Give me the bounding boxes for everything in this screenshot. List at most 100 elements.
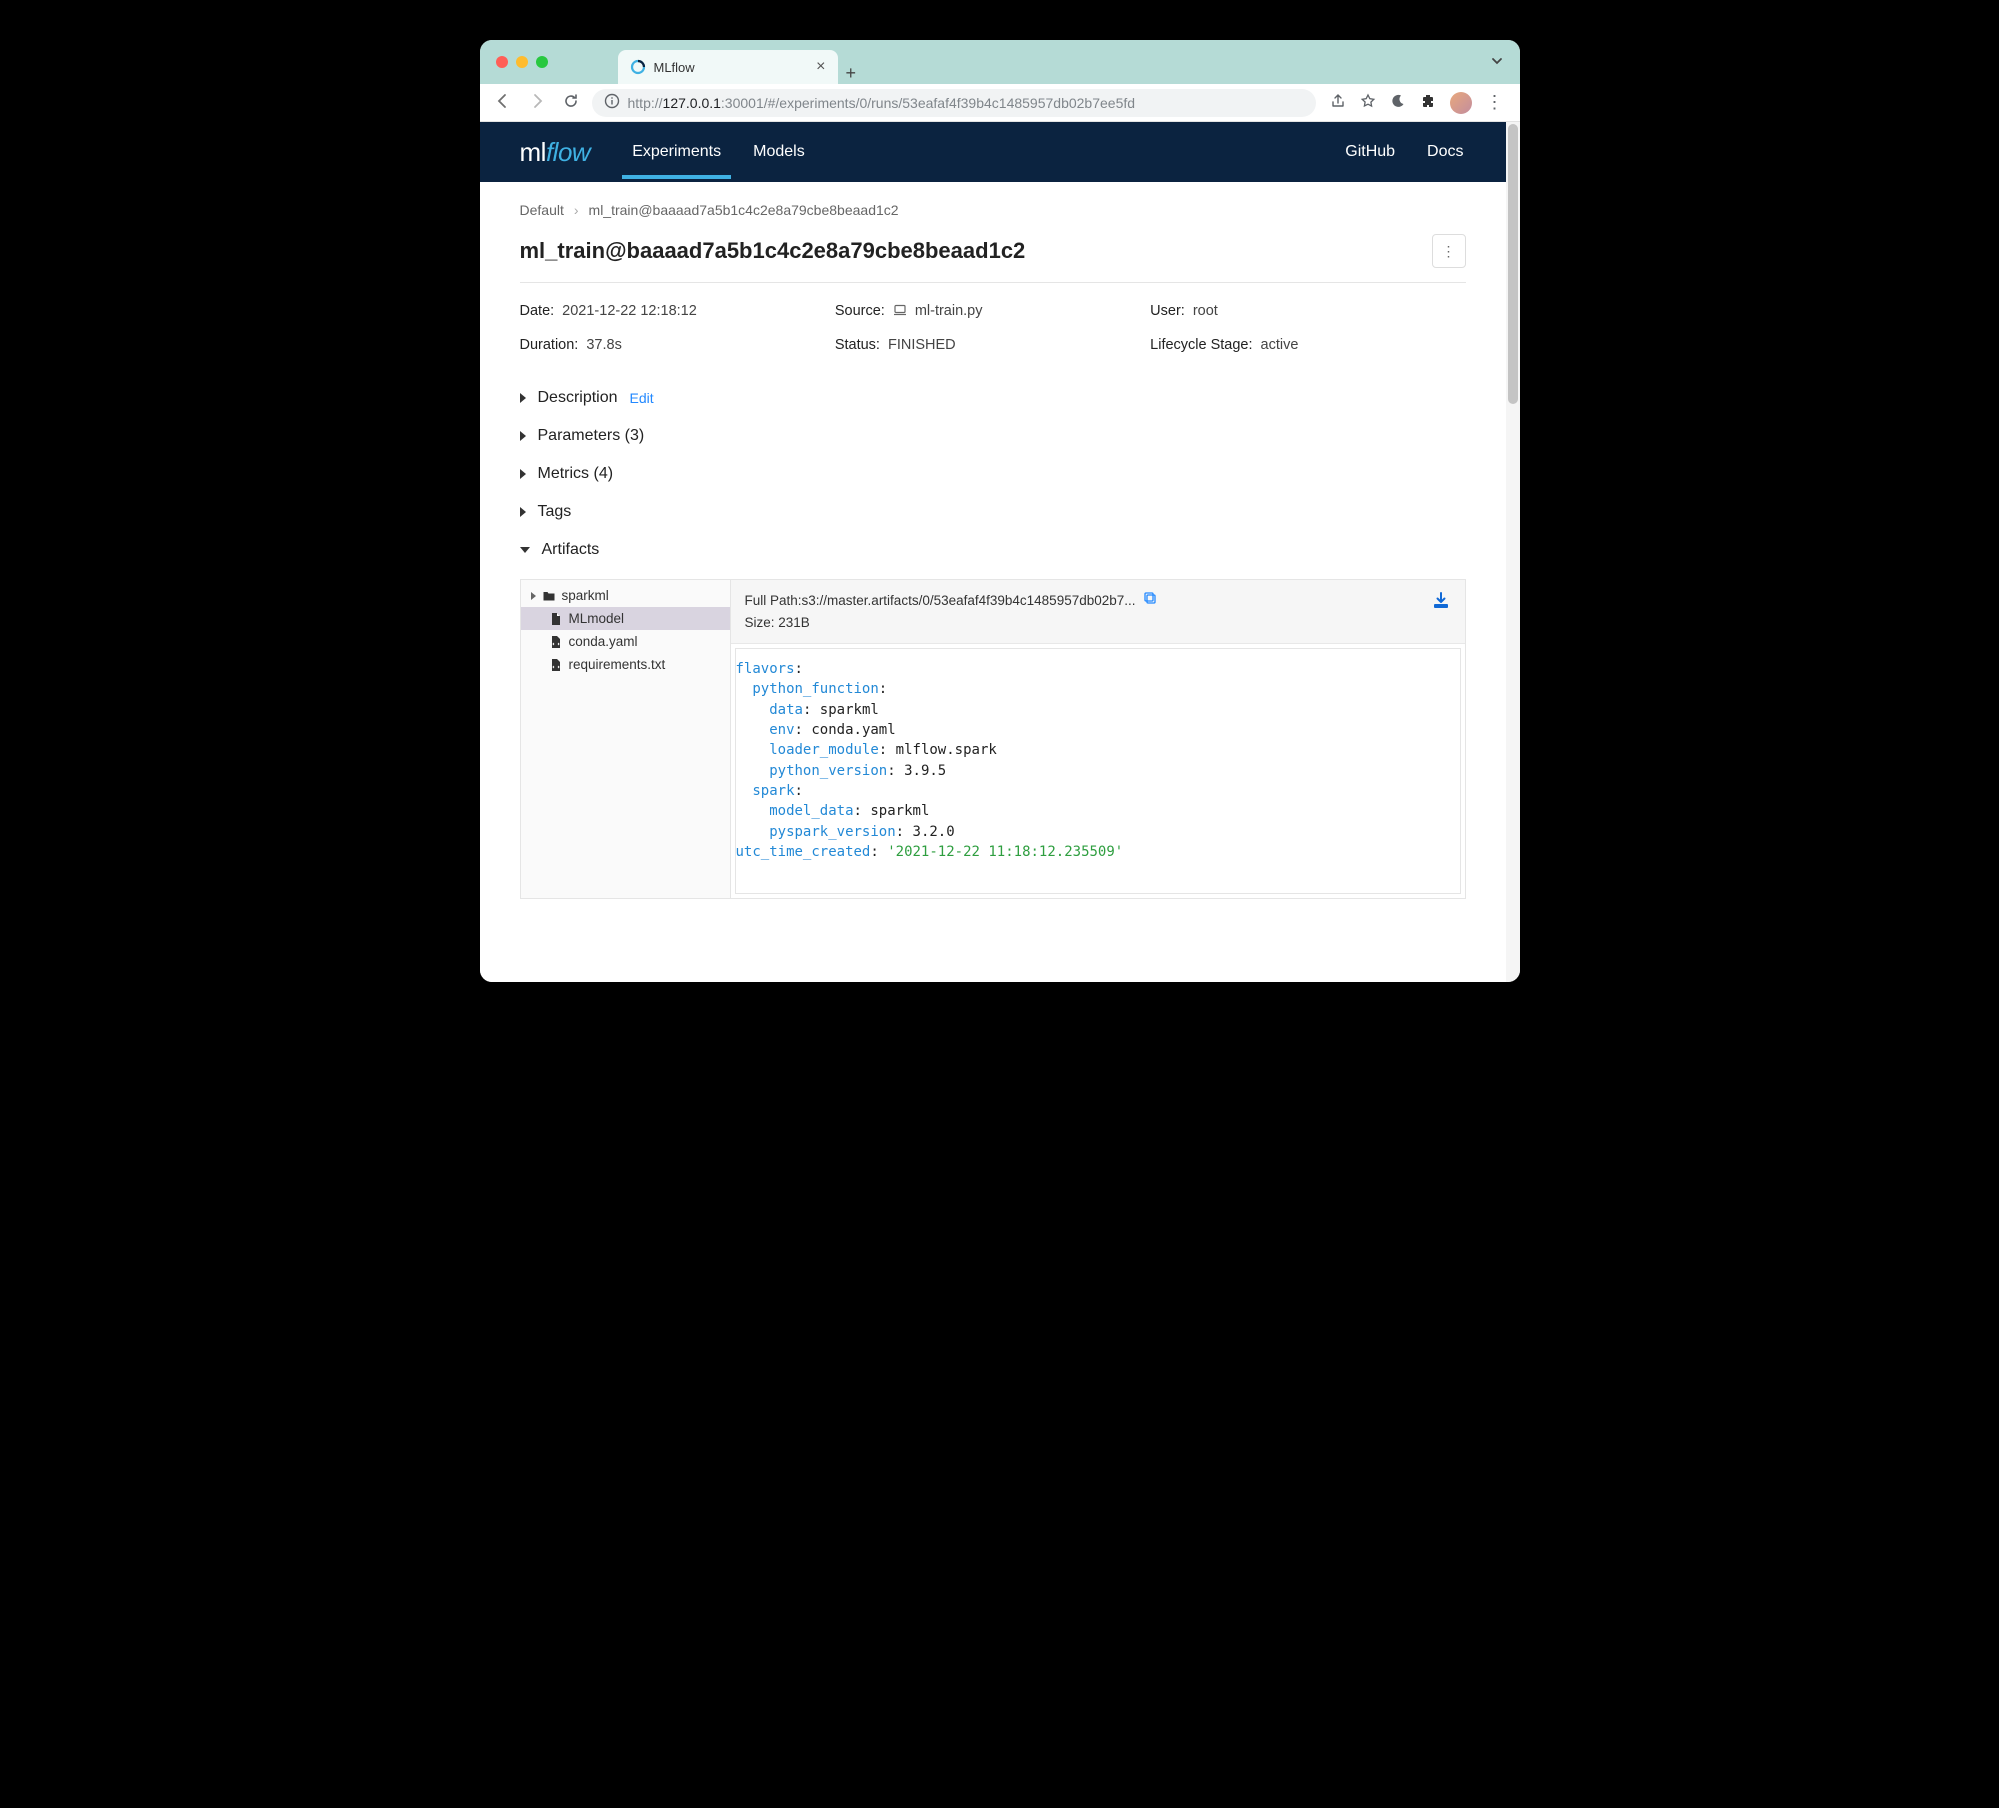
app-body: mlflow Experiments Models GitHub Docs De…: [480, 122, 1506, 982]
section-metrics-title: Metrics (4): [538, 465, 614, 483]
section-description-title: Description: [538, 389, 618, 407]
meta-date: Date: 2021-12-22 12:18:12: [520, 303, 835, 321]
meta-duration-value: 37.8s: [586, 337, 621, 353]
section-artifacts-title: Artifacts: [542, 541, 600, 559]
meta-duration: Duration: 37.8s: [520, 337, 835, 353]
meta-user: User: root: [1150, 303, 1465, 321]
breadcrumb: Default › ml_train@baaaad7a5b1c4c2e8a79c…: [520, 202, 1466, 218]
artifact-size-row: Size: 231B: [745, 612, 1158, 634]
breadcrumb-sep-icon: ›: [574, 202, 579, 218]
folder-icon: [542, 589, 556, 603]
caret-right-icon: [520, 507, 526, 517]
copy-icon[interactable]: [1143, 593, 1157, 608]
caret-right-icon: [520, 431, 526, 441]
browser-tab[interactable]: MLflow ×: [618, 50, 838, 84]
breadcrumb-root[interactable]: Default: [520, 202, 564, 218]
meta-source: Source: ml-train.py: [835, 303, 1150, 321]
file-icon: [549, 612, 563, 626]
meta-grid: Date: 2021-12-22 12:18:12 Source: ml-tra…: [520, 303, 1466, 353]
tab-title: MLflow: [654, 60, 695, 75]
reload-button[interactable]: [558, 88, 584, 117]
meta-user-value: root: [1193, 303, 1218, 321]
bookmark-icon[interactable]: [1360, 93, 1376, 112]
laptop-icon: [893, 303, 907, 321]
section-parameters[interactable]: Parameters (3): [520, 417, 1466, 455]
caret-right-icon: [531, 592, 536, 600]
download-icon[interactable]: [1431, 590, 1451, 633]
toolbar-icons: ⋮: [1324, 92, 1510, 114]
meta-status-label: Status:: [835, 337, 880, 353]
caret-down-icon: [520, 547, 530, 553]
tab-close-icon[interactable]: ×: [816, 58, 825, 76]
section-parameters-title: Parameters (3): [538, 427, 645, 445]
profile-avatar[interactable]: [1450, 92, 1472, 114]
artifact-detail: Full Path:s3://master.artifacts/0/53eafa…: [731, 580, 1465, 898]
page-title: ml_train@baaaad7a5b1c4c2e8a79cbe8beaad1c…: [520, 238, 1026, 264]
section-artifacts[interactable]: Artifacts: [520, 531, 1466, 569]
artifact-tree: sparkml MLmodel conda.yaml requirem: [521, 580, 731, 898]
section-description[interactable]: Description Edit: [520, 379, 1466, 417]
tree-file-mlmodel[interactable]: MLmodel: [521, 607, 730, 630]
nav-models[interactable]: Models: [751, 125, 807, 179]
description-edit-link[interactable]: Edit: [630, 390, 654, 406]
tree-file-conda[interactable]: conda.yaml: [521, 630, 730, 653]
share-icon[interactable]: [1330, 93, 1346, 112]
meta-source-value[interactable]: ml-train.py: [915, 303, 983, 321]
window-minimize-button[interactable]: [516, 56, 528, 68]
section-tags[interactable]: Tags: [520, 493, 1466, 531]
artifact-size-label: Size:: [745, 615, 775, 630]
nav-docs[interactable]: Docs: [1425, 125, 1465, 179]
app-frame: mlflow Experiments Models GitHub Docs De…: [480, 122, 1520, 982]
url-bar[interactable]: http://127.0.0.1:30001/#/experiments/0/r…: [592, 89, 1316, 117]
code-view: flavors: python_function: data: sparkml …: [735, 648, 1461, 894]
artifact-header: Full Path:s3://master.artifacts/0/53eafa…: [731, 580, 1465, 644]
page-title-row: ml_train@baaaad7a5b1c4c2e8a79cbe8beaad1c…: [520, 234, 1466, 283]
browser-window: MLflow × + http://127.0.0.1:30001/#/expe…: [480, 40, 1520, 982]
artifact-meta: Full Path:s3://master.artifacts/0/53eafa…: [745, 590, 1158, 633]
artifact-full-path-value: s3://master.artifacts/0/53eafaf4f39b4c14…: [802, 593, 1136, 608]
browser-menu-icon[interactable]: ⋮: [1486, 92, 1504, 113]
mlflow-logo[interactable]: mlflow: [520, 137, 591, 168]
tree-folder-sparkml[interactable]: sparkml: [521, 584, 730, 607]
meta-lifecycle-value: active: [1261, 337, 1299, 353]
meta-duration-label: Duration:: [520, 337, 579, 353]
artifacts-panel: sparkml MLmodel conda.yaml requirem: [520, 579, 1466, 899]
code-file-icon: [549, 635, 563, 649]
tree-file-label: MLmodel: [569, 611, 625, 626]
forward-button[interactable]: [524, 88, 550, 117]
tabs-dropdown-icon[interactable]: [1490, 54, 1504, 71]
code-file-icon: [549, 658, 563, 672]
caret-right-icon: [520, 469, 526, 479]
new-tab-button[interactable]: +: [846, 63, 857, 84]
meta-date-label: Date:: [520, 303, 555, 321]
breadcrumb-current: ml_train@baaaad7a5b1c4c2e8a79cbe8beaad1c…: [589, 202, 899, 218]
meta-user-label: User:: [1150, 303, 1185, 321]
tree-file-label: requirements.txt: [569, 657, 666, 672]
meta-status-value: FINISHED: [888, 337, 956, 353]
run-menu-button[interactable]: ⋮: [1432, 234, 1466, 268]
titlebar: MLflow × +: [480, 40, 1520, 84]
scrollbar-thumb[interactable]: [1508, 124, 1518, 404]
meta-lifecycle-label: Lifecycle Stage:: [1150, 337, 1252, 353]
meta-date-value: 2021-12-22 12:18:12: [562, 303, 697, 321]
tree-folder-label: sparkml: [562, 588, 609, 603]
meta-lifecycle: Lifecycle Stage: active: [1150, 337, 1465, 353]
scrollbar[interactable]: [1506, 122, 1520, 982]
back-button[interactable]: [490, 88, 516, 117]
caret-right-icon: [520, 393, 526, 403]
nav-experiments[interactable]: Experiments: [630, 125, 723, 179]
extensions-icon[interactable]: [1420, 93, 1436, 112]
section-metrics[interactable]: Metrics (4): [520, 455, 1466, 493]
window-close-button[interactable]: [496, 56, 508, 68]
traffic-lights: [496, 56, 548, 68]
site-info-icon[interactable]: [604, 93, 620, 112]
dark-mode-icon[interactable]: [1390, 93, 1406, 112]
meta-status: Status: FINISHED: [835, 337, 1150, 353]
nav-right: GitHub Docs: [1343, 125, 1465, 179]
nav-github[interactable]: GitHub: [1343, 125, 1397, 179]
artifact-size-value: 231B: [778, 615, 810, 630]
tab-strip: MLflow × +: [618, 40, 857, 84]
section-tags-title: Tags: [538, 503, 572, 521]
tree-file-requirements[interactable]: requirements.txt: [521, 653, 730, 676]
window-maximize-button[interactable]: [536, 56, 548, 68]
